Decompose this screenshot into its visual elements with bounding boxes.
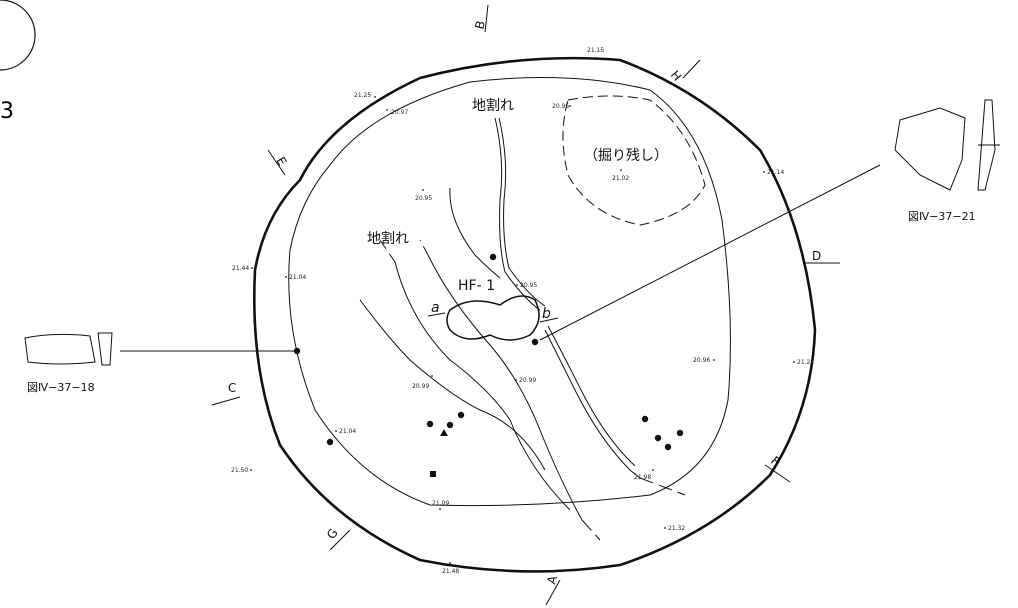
unexcavated-label: （掘り残し）: [584, 148, 668, 164]
artifact-figure: [894, 99, 1000, 191]
elevation: 20.97: [391, 109, 408, 116]
section-label: A: [544, 573, 560, 585]
elevation: 21.25: [354, 92, 371, 99]
elevation: 21.21: [797, 359, 814, 366]
crack: [359, 299, 546, 471]
artifact-figure: [24, 332, 113, 366]
section-label: E: [273, 155, 289, 169]
elevation: 20.96: [693, 357, 710, 364]
elevation: 20.99: [412, 383, 429, 390]
inner-contour: [288, 77, 731, 507]
elevation: 21.04: [339, 428, 356, 435]
section-label: D: [812, 249, 821, 263]
page-number: 3: [0, 99, 14, 124]
hearth-feature: [446, 295, 540, 341]
crack: [379, 239, 429, 263]
elevation: 21.09: [432, 500, 449, 507]
elevation: 21.48: [442, 568, 459, 575]
profile-label: a: [431, 300, 440, 316]
artifact-points: [293, 253, 684, 477]
section-label: G: [324, 526, 341, 542]
crack: [639, 477, 686, 496]
profile-mark: [539, 317, 559, 323]
crack-label: 地割れ: [472, 97, 514, 114]
crack: [498, 117, 546, 307]
section-label: B: [472, 19, 488, 31]
elevation: 20.95: [520, 282, 537, 289]
pit-outline: [252, 56, 817, 573]
figure-ref: 図Ⅳ−37−18: [27, 381, 95, 394]
profile-label: b: [542, 306, 551, 322]
feature-label: HF- 1: [458, 278, 495, 294]
section-marks: [211, 4, 840, 606]
elevation: 21.50: [231, 467, 248, 474]
crack: [544, 329, 641, 479]
crack: [427, 254, 583, 521]
elevation-points: [250, 57, 795, 564]
figure-ref: 図Ⅳ−37−21: [908, 210, 976, 223]
crack: [394, 261, 571, 511]
elevation: 21.44: [232, 265, 249, 272]
crack-label: 地割れ: [367, 230, 409, 247]
crack: [581, 519, 601, 541]
elevation: 21.14: [767, 169, 784, 176]
profile-mark: [427, 312, 446, 317]
crack: [494, 117, 541, 311]
elevation: 20.95: [415, 195, 432, 202]
crack: [449, 187, 501, 279]
elevation: 20.95: [552, 103, 569, 110]
elevation: 20.99: [519, 377, 536, 384]
elevation: 21.02: [612, 175, 629, 182]
elevation: 21.32: [668, 525, 685, 532]
section-label: C: [228, 381, 236, 395]
unexcavated-area: [562, 95, 706, 226]
elevation: 21.04: [289, 274, 306, 281]
leader-line: [539, 164, 881, 341]
elevation: 21.15: [587, 47, 604, 54]
elevation: 21.98: [634, 474, 651, 481]
crack: [547, 325, 636, 467]
page-circle: [0, 0, 36, 71]
